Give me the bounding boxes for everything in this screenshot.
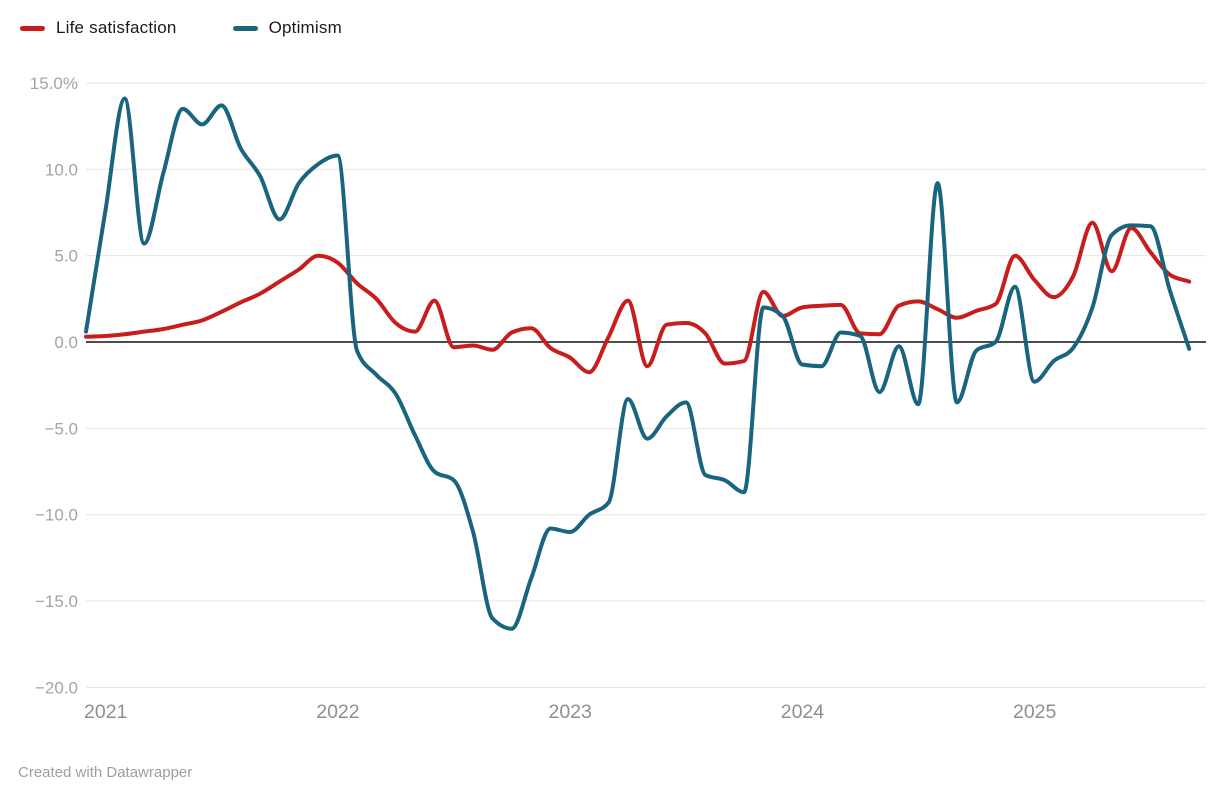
legend-swatch-optimism-icon — [232, 25, 258, 31]
legend-label-life-satisfaction: Life satisfaction — [56, 18, 177, 37]
datawrapper-attribution: Created with Datawrapper — [18, 764, 193, 781]
x-tick-label: 2024 — [781, 701, 825, 723]
legend: Life satisfaction Optimism — [20, 18, 342, 38]
y-tick-label: −5.0 — [44, 419, 78, 438]
legend-swatch-life-satisfaction-icon — [20, 25, 45, 31]
y-axis-labels: 15.0% 10.0 5.0 0.0 −5.0 −10.0 −15.0 −20.0 — [30, 74, 78, 697]
series-line-life-satisfaction — [84, 220, 1192, 375]
x-tick-label: 2023 — [548, 701, 591, 723]
series-line-optimism — [84, 96, 1192, 631]
y-tick-label: 10.0 — [45, 160, 78, 179]
legend-item-life-satisfaction: Life satisfaction — [20, 18, 177, 38]
x-axis-labels: 2021 2022 2023 2024 2025 — [84, 701, 1057, 723]
y-tick-label: −15.0 — [35, 592, 78, 611]
y-tick-label: −20.0 — [35, 678, 78, 697]
x-tick-label: 2021 — [84, 701, 127, 723]
gridlines — [86, 82, 1206, 688]
y-tick-label: 0.0 — [54, 333, 78, 352]
y-tick-label: 5.0 — [54, 247, 78, 266]
x-tick-label: 2025 — [1013, 701, 1057, 723]
y-tick-label: 15.0% — [30, 74, 78, 93]
y-tick-label: −10.0 — [35, 506, 78, 525]
x-tick-label: 2022 — [316, 701, 359, 723]
legend-label-optimism: Optimism — [268, 18, 342, 37]
legend-item-optimism: Optimism — [232, 18, 342, 38]
